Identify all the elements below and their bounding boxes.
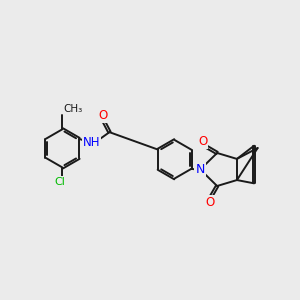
Text: O: O <box>198 135 208 148</box>
Text: N: N <box>195 163 205 176</box>
Text: CH₃: CH₃ <box>64 104 83 114</box>
Text: NH: NH <box>82 136 100 149</box>
Text: Cl: Cl <box>54 177 65 188</box>
Text: O: O <box>99 109 108 122</box>
Text: O: O <box>205 196 214 209</box>
